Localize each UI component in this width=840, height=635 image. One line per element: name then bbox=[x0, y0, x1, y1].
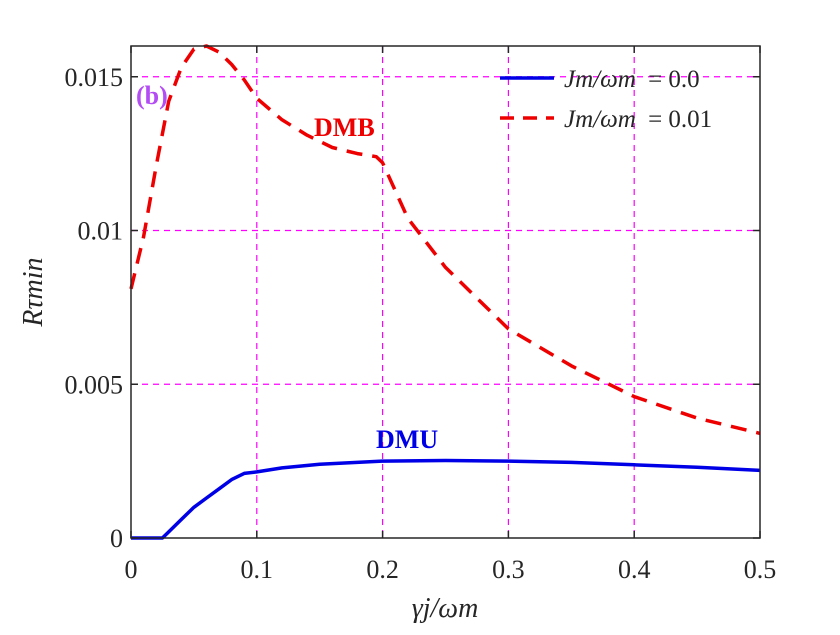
axis-ticks: 0 0.1 0.2 0.3 0.4 0.5 0 0.005 0.01 0.015 bbox=[65, 46, 777, 584]
x-tick-label: 0.3 bbox=[492, 555, 525, 584]
plot-frame bbox=[130, 45, 761, 539]
x-tick-label: 0.5 bbox=[744, 555, 777, 584]
grid-lines bbox=[131, 46, 760, 538]
x-axis-title: γj/ωm bbox=[412, 593, 479, 624]
dmb-annotation: DMB bbox=[314, 113, 375, 142]
legend: Jm/ωm = 0.0 Jm/ωm = 0.01 bbox=[500, 66, 712, 133]
panel-label: (b) bbox=[136, 81, 168, 110]
series-layer bbox=[129, 44, 761, 540]
y-tick-label: 0 bbox=[110, 524, 123, 553]
y-tick-label: 0.015 bbox=[65, 63, 124, 92]
legend-label-series-1: Jm/ωm = 0.0 bbox=[564, 66, 700, 93]
series-line-dmb bbox=[129, 44, 761, 436]
y-tick-label: 0.01 bbox=[78, 217, 124, 246]
dmu-annotation: DMU bbox=[376, 425, 438, 454]
legend-label-series-2: Jm/ωm = 0.01 bbox=[564, 106, 712, 133]
x-tick-label: 0 bbox=[125, 555, 138, 584]
plot-background bbox=[131, 46, 760, 538]
y-tick-label: 0.005 bbox=[65, 370, 124, 399]
legend-label-series-1-lhs: Jm/ωm bbox=[564, 66, 636, 93]
legend-label-series-2-lhs: Jm/ωm bbox=[564, 106, 636, 133]
series-line-dmu bbox=[131, 458, 761, 540]
x-tick-label: 0.2 bbox=[366, 555, 399, 584]
legend-label-series-1-rhs: = 0.0 bbox=[648, 66, 700, 93]
legend-label-series-2-rhs: = 0.01 bbox=[648, 106, 712, 133]
y-axis-title: Rτmin bbox=[18, 257, 49, 327]
x-tick-label: 0.1 bbox=[241, 555, 274, 584]
x-tick-label: 0.4 bbox=[618, 555, 651, 584]
